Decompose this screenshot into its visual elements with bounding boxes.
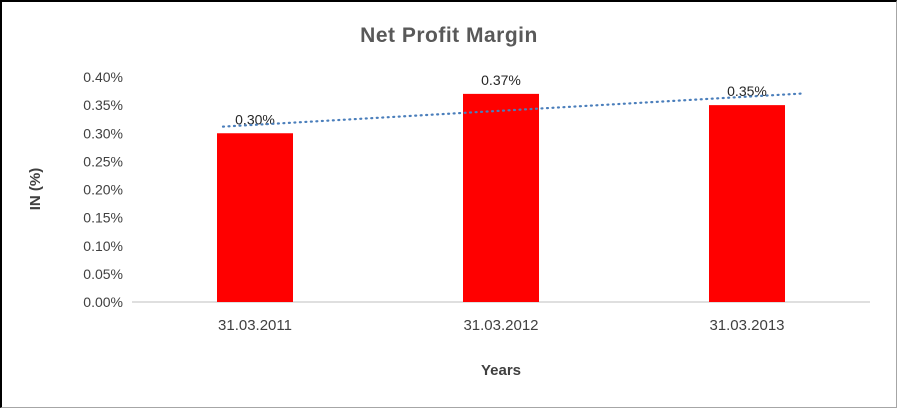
y-tick-label: 0.10% — [83, 238, 123, 254]
y-tick-label: 0.35% — [83, 97, 123, 113]
bar — [463, 93, 539, 302]
bar-data-label: 0.37% — [481, 72, 521, 88]
y-tick-label: 0.25% — [83, 153, 123, 169]
bar — [217, 133, 293, 302]
trendline — [221, 92, 805, 128]
x-tick-label: 31.03.2011 — [218, 317, 292, 334]
y-tick-label: 0.05% — [83, 266, 123, 282]
y-tick-label: 0.30% — [83, 125, 123, 141]
bar-data-label: 0.30% — [235, 111, 275, 127]
x-tick-label: 31.03.2013 — [709, 317, 784, 334]
y-tick-label: 0.15% — [83, 210, 123, 226]
x-axis-title: Years — [480, 362, 522, 379]
y-tick-label: 0.40% — [83, 69, 123, 85]
bar — [709, 105, 785, 302]
y-tick-label: 0.20% — [83, 182, 123, 198]
x-tick-label: 31.03.2012 — [463, 317, 538, 334]
chart-title: Net Profit Margin — [360, 24, 538, 47]
y-tick-label: 0.00% — [83, 294, 123, 310]
